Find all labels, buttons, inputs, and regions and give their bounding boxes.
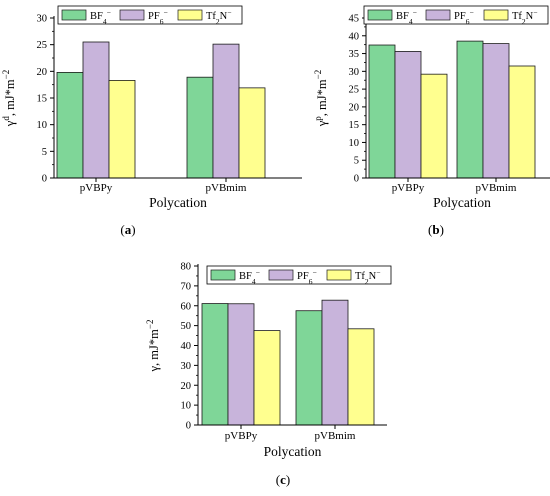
bar-pf6-pvbmim [482, 43, 510, 179]
bar-bf4-pvbpy [56, 72, 84, 179]
y-tick-label: 60 [181, 301, 192, 312]
legend-swatch-tf2n [326, 269, 352, 281]
legend-label-tf2n: Tf2N− [206, 8, 232, 26]
bar-tf2n-pvbmim [508, 65, 536, 179]
x-tick-label: pVBmim [206, 182, 247, 194]
y-tick-label: 50 [181, 321, 192, 332]
x-tick-label: pVBmim [315, 430, 356, 442]
y-axis-label: γp, mJ*m−2 [313, 70, 329, 127]
bar-bf4-pvbmim [186, 76, 214, 179]
legend: BF4− PF6− Tf2N− [57, 5, 243, 26]
legend-label-bf4: BF4− [239, 268, 260, 286]
y-tick-label: 20 [349, 102, 360, 113]
bar-bf4-pvbpy [368, 44, 396, 179]
y-tick-label: 0 [354, 174, 359, 185]
x-axis-label: Polycation [264, 444, 322, 459]
legend-swatch-tf2n [483, 9, 509, 21]
bar-pf6-pvbmim [321, 299, 349, 426]
x-axis-label: Polycation [433, 195, 491, 210]
legend-label-bf4: BF4− [90, 8, 111, 26]
bar-bf4-pvbmim [295, 310, 323, 426]
legend-label-tf2n: Tf2N− [355, 268, 381, 286]
bar-bf4-pvbpy [201, 303, 229, 426]
legend-swatch-pf6 [425, 9, 451, 21]
y-tick-label: 10 [37, 120, 48, 131]
legend-label-pf6: PF6− [454, 8, 474, 26]
legend-label-pf6: PF6− [148, 8, 168, 26]
y-axis-label: γd, mJ*m−2 [1, 70, 17, 127]
legend: BF4− PF6− Tf2N− [363, 5, 549, 26]
y-tick-label: 40 [349, 31, 360, 42]
y-tick-label: 80 [181, 262, 192, 273]
x-tick-label: pVBPy [225, 430, 258, 442]
y-tick-label: 35 [349, 49, 360, 60]
bar-bf4-pvbmim [456, 40, 484, 179]
legend-swatch-bf4 [210, 269, 236, 281]
y-tick-label: 15 [37, 94, 48, 105]
x-tick-label: pVBPy [392, 182, 425, 194]
bar-pf6-pvbpy [227, 303, 255, 426]
bar-pf6-pvbpy [82, 41, 110, 179]
bar-pf6-pvbpy [394, 51, 422, 179]
bar-tf2n-pvbpy [108, 80, 136, 179]
x-tick-label: pVBPy [80, 182, 113, 194]
bar-tf2n-pvbpy [420, 73, 448, 179]
legend-swatch-pf6 [119, 9, 145, 21]
y-axis-label: γ, mJ*m−2 [145, 320, 161, 373]
bar-pf6-pvbmim [212, 43, 240, 179]
y-tick-label: 15 [349, 120, 360, 131]
y-tick-label: 25 [349, 85, 360, 96]
y-tick-label: 20 [37, 67, 48, 78]
x-tick-label: pVBmim [476, 182, 517, 194]
y-tick-label: 10 [349, 138, 360, 149]
y-tick-label: 40 [181, 341, 192, 352]
legend-label-pf6: PF6− [297, 268, 317, 286]
bar-tf2n-pvbmim [238, 87, 266, 179]
y-tick-label: 0 [42, 174, 47, 185]
legend: BF4− PF6− Tf2N− [206, 265, 392, 286]
y-tick-label: 30 [37, 14, 48, 25]
legend-label-bf4: BF4− [396, 8, 417, 26]
y-tick-label: 10 [181, 401, 192, 412]
legend-label-tf2n: Tf2N− [512, 8, 538, 26]
y-tick-label: 20 [181, 381, 192, 392]
y-tick-label: 45 [349, 14, 360, 25]
legend-swatch-bf4 [61, 9, 87, 21]
legend-swatch-pf6 [268, 269, 294, 281]
chart-c: 0 10 20 30 40 50 60 70 80 pVBPy pVBmim Polycation γ,… [145, 262, 392, 487]
y-tick-label: 30 [181, 361, 192, 372]
y-tick-label: 5 [42, 147, 47, 158]
bar-tf2n-pvbpy [253, 330, 281, 426]
y-tick-label: 70 [181, 281, 192, 292]
bar-tf2n-pvbmim [347, 328, 375, 426]
x-axis-label: Polycation [149, 195, 207, 210]
y-tick-label: 0 [186, 421, 191, 432]
legend-swatch-tf2n [177, 9, 203, 21]
panel-label: (c) [276, 472, 290, 487]
panel-label: (a) [120, 222, 135, 237]
panel-label: (b) [428, 222, 444, 237]
y-tick-label: 25 [37, 40, 48, 51]
y-tick-label: 5 [354, 156, 359, 167]
legend-swatch-bf4 [367, 9, 393, 21]
y-tick-label: 30 [349, 67, 360, 78]
